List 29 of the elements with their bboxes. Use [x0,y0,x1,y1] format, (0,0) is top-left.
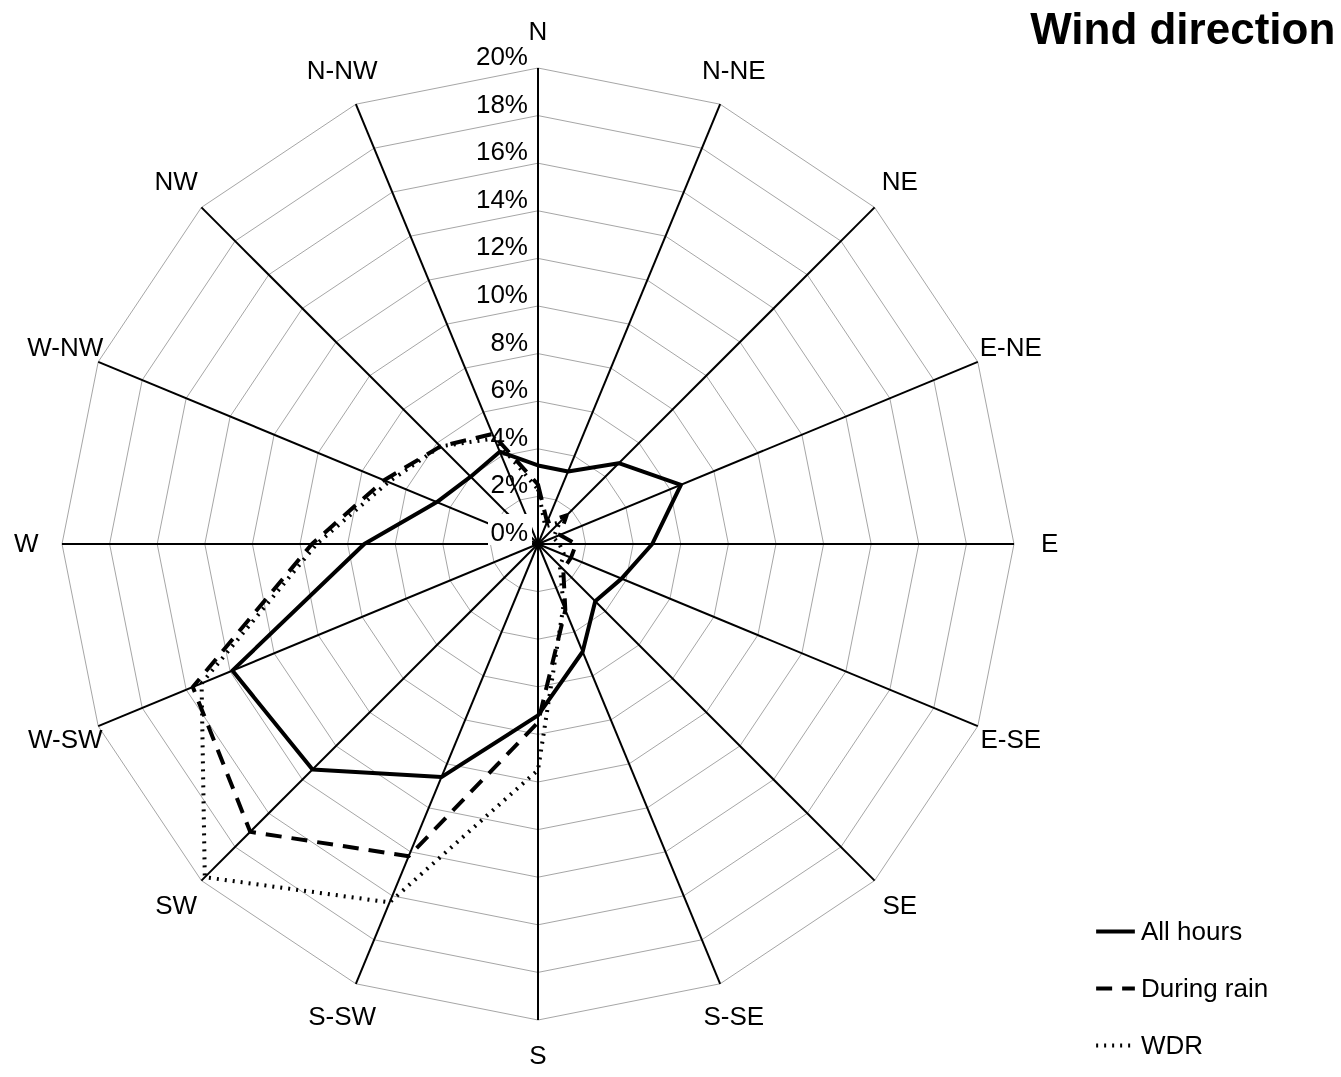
spoke-label: S-SE [703,1000,765,1031]
legend-label: WDR [1141,1029,1204,1060]
spoke-label: N-NW [306,55,379,86]
spoke-label: S-SW [308,1000,377,1031]
y-tick-label: 14% [475,183,528,214]
y-tick-label: 0% [490,517,528,547]
y-tick-label: 8% [490,326,528,357]
y-tick-label: 16% [475,136,528,167]
spoke-label: N [528,16,548,47]
y-tick-label: 12% [475,231,528,262]
spoke-label: SW [155,889,198,920]
spoke-label: W [14,528,40,558]
spoke-label: E-SE [980,723,1042,754]
spoke-label: NW [154,166,199,197]
legend-label: During rain [1141,972,1269,1003]
spoke-label: NE [881,166,918,197]
y-tick-label: 6% [490,374,528,405]
spoke-label: W-SW [27,723,104,754]
spoke-label: S [529,1039,547,1070]
legend-label: All hours [1141,915,1243,946]
chart-title: Wind direction [1030,4,1336,54]
spoke-label: W-NW [27,332,104,363]
spoke-label: E [1041,528,1059,558]
spoke-label: SE [882,889,918,920]
spoke-label: N-NE [702,55,766,86]
y-tick-label: 18% [475,88,528,119]
y-tick-label: 10% [475,279,528,309]
y-tick-label: 20% [475,41,528,71]
spoke-label: E-NE [979,332,1042,363]
